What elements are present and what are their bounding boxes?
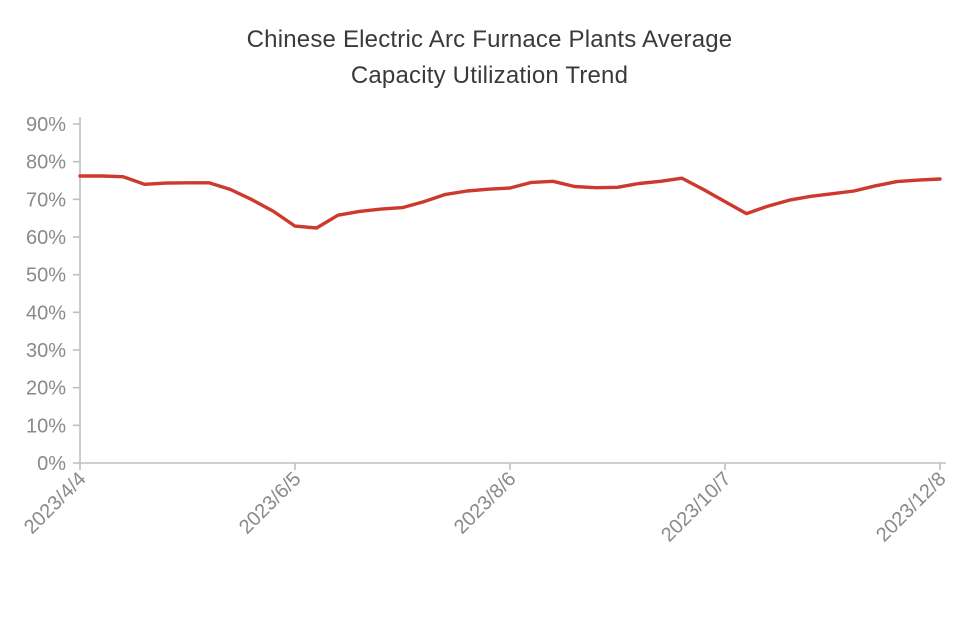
x-tick-label: 2023/12/8	[872, 468, 950, 546]
y-tick-label: 30%	[26, 340, 66, 362]
chart-title-line2: Capacity Utilization Trend	[350, 62, 629, 89]
x-tick-label: 2023/10/7	[657, 468, 735, 546]
utilization-trend-line	[78, 174, 942, 230]
y-tick-label: 40%	[26, 302, 66, 324]
x-tick-label: 2023/8/6	[450, 468, 521, 539]
y-tick-label: 90%	[26, 114, 66, 136]
y-tick-label: 10%	[26, 415, 66, 437]
y-tick-label: 20%	[26, 378, 66, 400]
y-tick-label: 80%	[26, 152, 66, 174]
y-tick-label: 60%	[26, 227, 66, 249]
y-tick-label: 70%	[26, 189, 66, 211]
y-tick-label: 0%	[37, 453, 66, 475]
x-tick-label: 2023/6/5	[235, 468, 306, 539]
chart-title-line1: Chinese Electric Arc Furnace Plants Aver…	[246, 26, 733, 53]
chart-title: Chinese Electric Arc Furnace Plants Aver…	[0, 22, 979, 94]
x-tick-label: 2023/4/4	[20, 468, 91, 539]
y-tick-label: 50%	[26, 265, 66, 287]
